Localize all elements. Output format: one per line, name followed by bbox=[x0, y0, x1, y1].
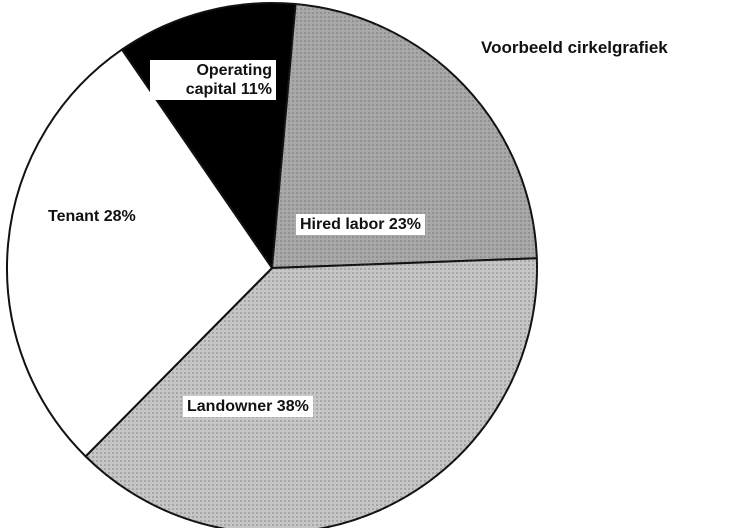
slice-label: Tenant 28% bbox=[44, 206, 140, 227]
chart-title: Voorbeeld cirkelgrafiek bbox=[481, 38, 668, 57]
category-label: Operating capital bbox=[185, 62, 272, 98]
value-label: 11% bbox=[240, 81, 272, 98]
slice-label: Hired labor 23% bbox=[296, 214, 425, 235]
slice-label: Operating capital 11% bbox=[150, 60, 276, 100]
category-label: Tenant bbox=[48, 208, 100, 225]
pie bbox=[6, 2, 538, 528]
pie-slice bbox=[6, 48, 273, 458]
value-label: 38% bbox=[276, 398, 309, 415]
category-label: Hired labor bbox=[300, 216, 385, 233]
value-label: 28% bbox=[103, 208, 136, 225]
slice-texture bbox=[272, 4, 537, 269]
slice-label: Landowner 38% bbox=[183, 396, 313, 417]
slice-texture bbox=[85, 258, 537, 528]
category-label: Landowner bbox=[187, 398, 273, 415]
value-label: 23% bbox=[388, 216, 421, 233]
